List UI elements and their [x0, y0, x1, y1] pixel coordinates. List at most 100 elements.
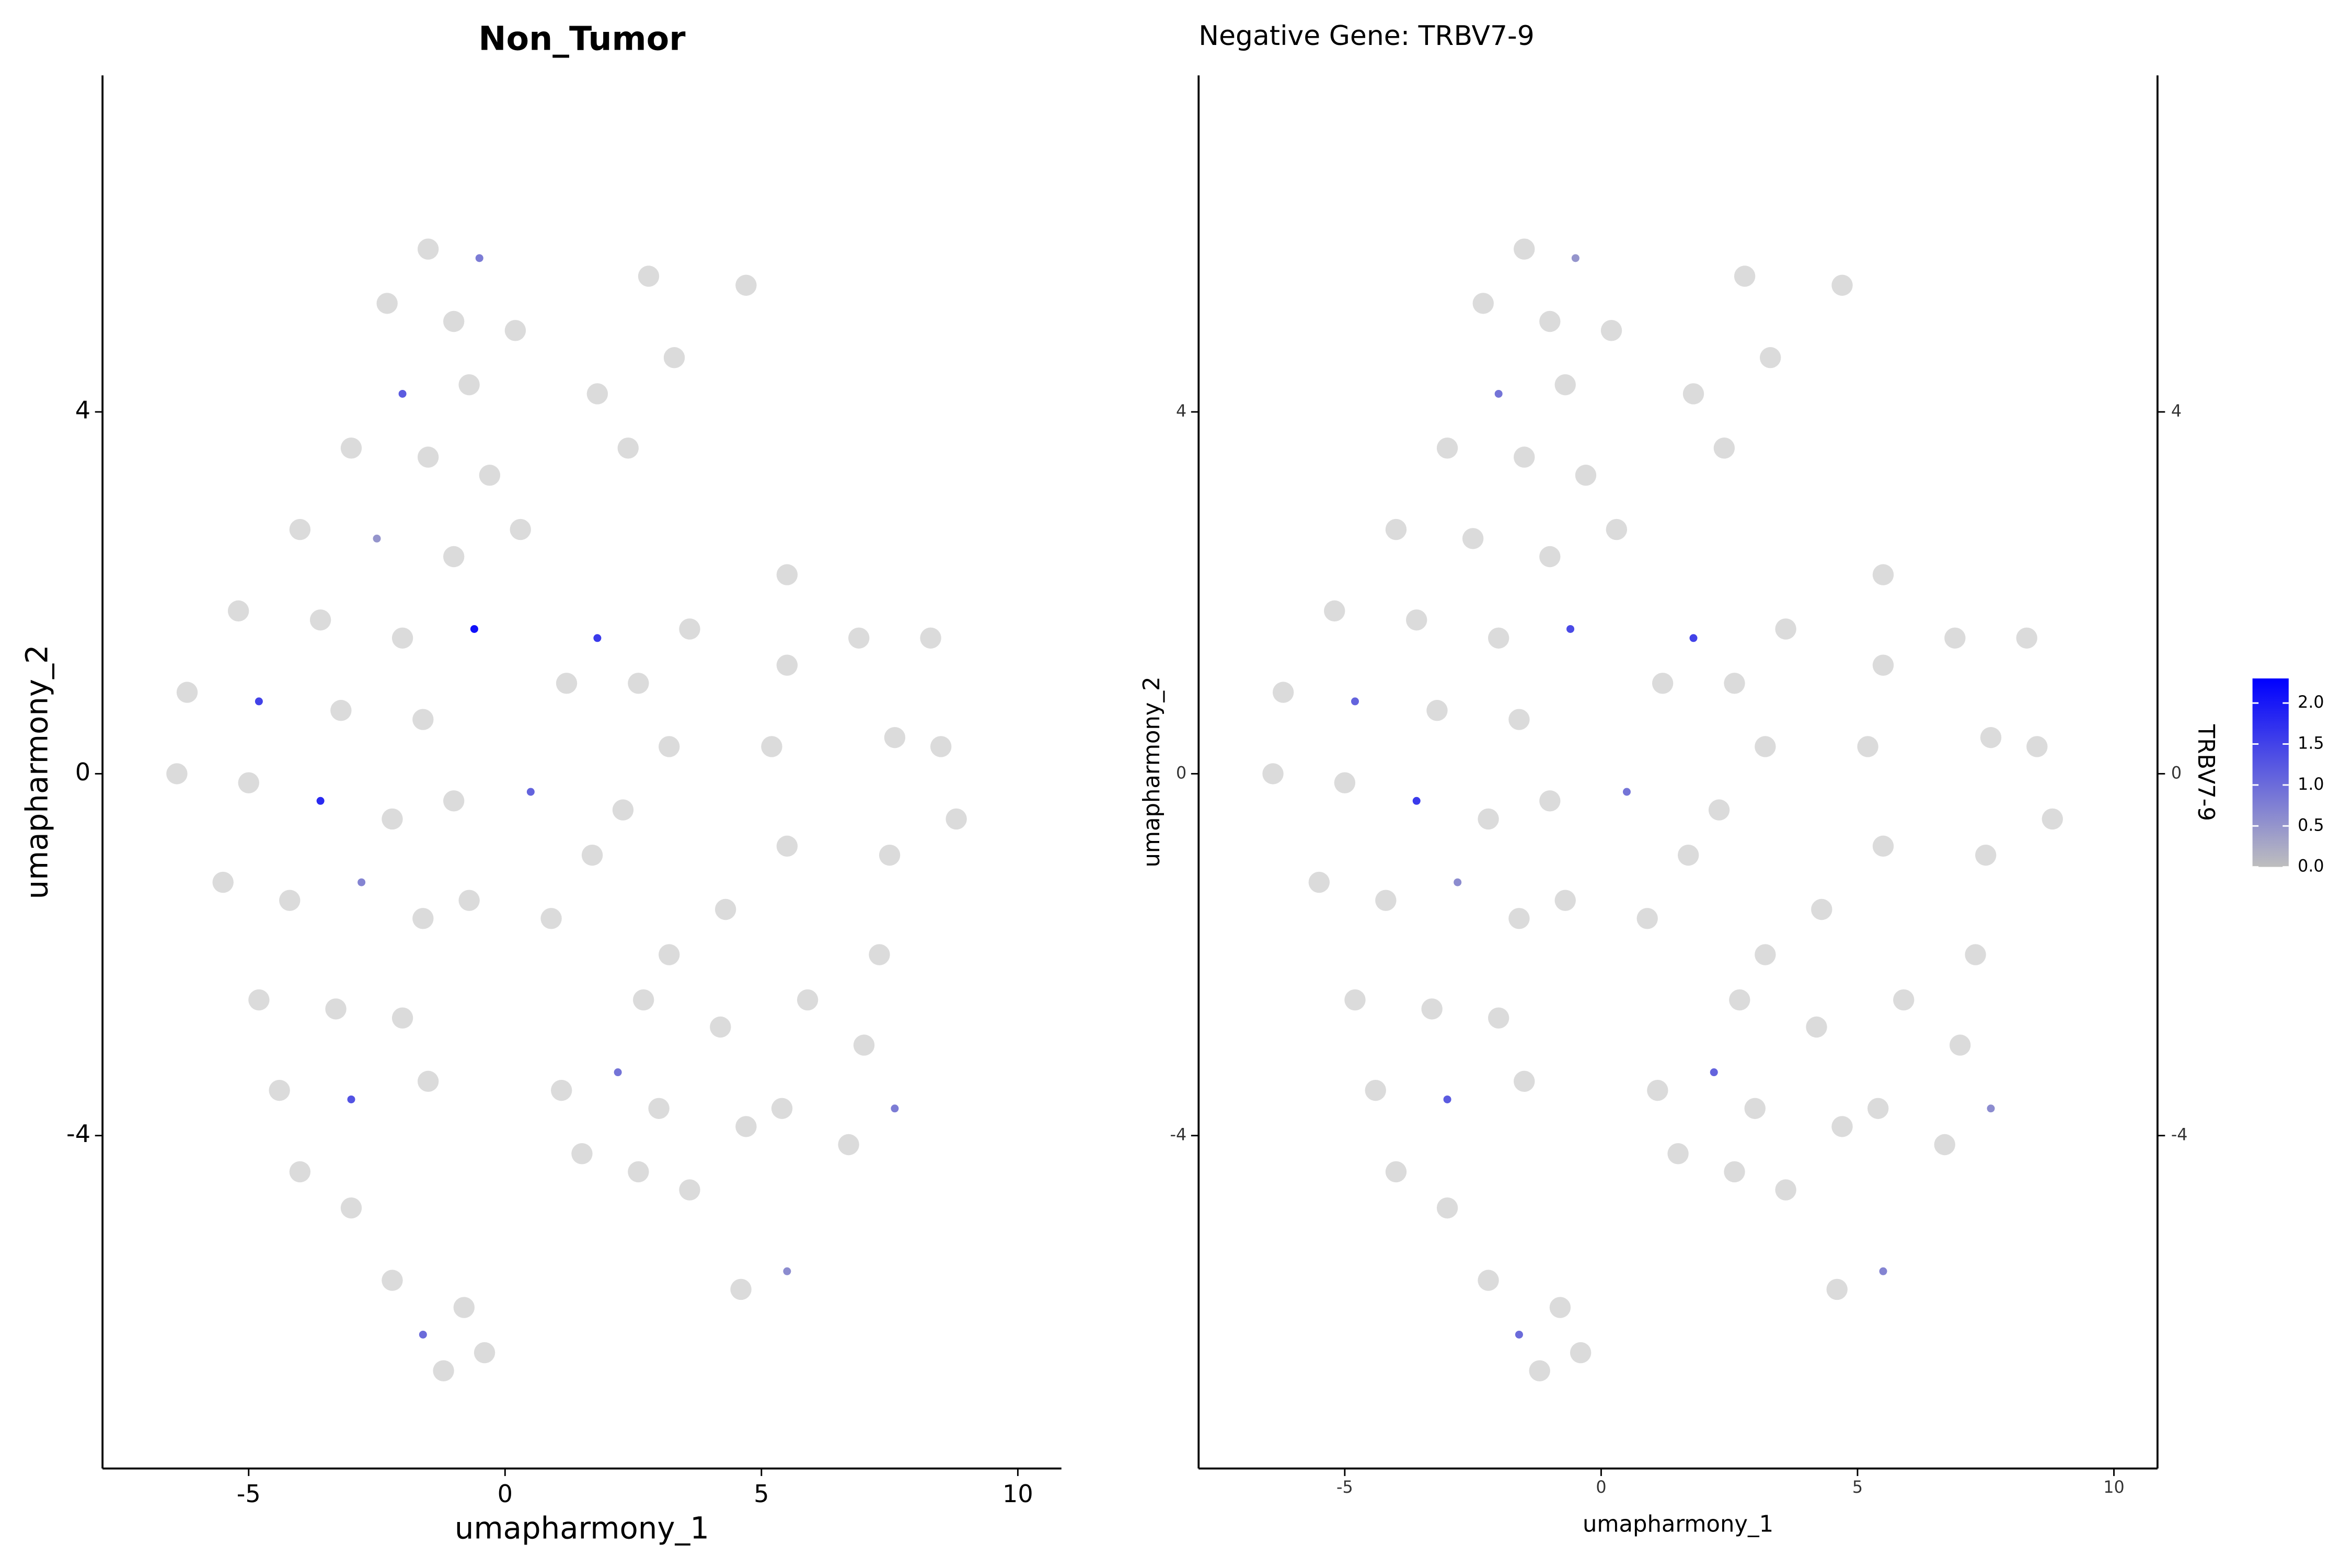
- cell: [848, 627, 870, 649]
- cell: [586, 383, 608, 405]
- chart-title: Non_Tumor: [478, 19, 686, 57]
- x-tick-label: 0: [498, 1480, 513, 1508]
- cell: [1514, 238, 1535, 260]
- legend-title: TRBV7-9: [2193, 724, 2219, 821]
- cell: [1678, 844, 1699, 866]
- expressing-cell: [255, 697, 263, 706]
- cell: [1406, 609, 1427, 631]
- cell: [776, 835, 798, 857]
- cell: [289, 1161, 311, 1183]
- cell: [1421, 998, 1443, 1020]
- cell: [443, 790, 465, 812]
- expressing-cell: [1689, 634, 1698, 642]
- y2-tick-label: -4: [2171, 1126, 2188, 1145]
- cell: [663, 347, 685, 368]
- cell: [1934, 1134, 1955, 1156]
- cell: [1647, 1079, 1668, 1101]
- cell: [1539, 790, 1561, 812]
- cell: [212, 871, 234, 893]
- cell: [617, 437, 639, 459]
- cell: [638, 266, 660, 287]
- cell: [1514, 1070, 1535, 1092]
- cell: [1831, 274, 1853, 296]
- cell: [930, 736, 952, 757]
- cell: [628, 1161, 649, 1183]
- cell: [869, 944, 890, 965]
- cell: [1334, 772, 1356, 793]
- cell: [1652, 673, 1674, 694]
- cell: [1508, 709, 1530, 730]
- cell: [946, 808, 967, 830]
- cell: [1529, 1360, 1550, 1381]
- cell: [710, 1016, 731, 1038]
- cell: [2042, 808, 2063, 830]
- y-tick-label: 0: [1176, 764, 1186, 782]
- cell: [382, 1270, 403, 1291]
- cell: [1965, 944, 1986, 965]
- cell: [659, 944, 680, 965]
- cell: [417, 1070, 439, 1092]
- cell: [443, 546, 465, 568]
- cell: [1975, 844, 1997, 866]
- cell: [391, 1007, 413, 1029]
- expressing-cell: [1443, 1095, 1451, 1103]
- cell: [1308, 871, 1330, 893]
- cell: [1729, 989, 1750, 1011]
- cell: [474, 1342, 495, 1364]
- expressing-cell: [1710, 1068, 1718, 1077]
- cell: [1385, 1161, 1407, 1183]
- expressing-cell: [419, 1330, 427, 1339]
- panel: -5 0 5 10 -4 0 4 Non_Tumor umapharmony_1 umapharm…: [19, 19, 1062, 1546]
- cell: [166, 763, 188, 785]
- expressing-cell: [398, 389, 407, 398]
- y2-tick-label: 4: [2171, 402, 2182, 421]
- legend-tick-label: 1.0: [2298, 775, 2324, 794]
- cell: [540, 908, 562, 929]
- cell: [612, 799, 634, 821]
- cell: [1755, 944, 1776, 965]
- legend-tick-label: 0.0: [2298, 857, 2324, 876]
- cell: [1508, 908, 1530, 929]
- x-axis-title: umapharmony_1: [455, 1511, 709, 1546]
- cell: [309, 609, 331, 631]
- cell: [1324, 600, 1345, 622]
- cell: [269, 1079, 290, 1101]
- expressing-cell: [1351, 697, 1359, 706]
- cell: [412, 709, 434, 730]
- expressing-cell: [783, 1267, 791, 1275]
- cell: [838, 1134, 859, 1156]
- cell: [1472, 293, 1494, 314]
- cell: [2016, 627, 2037, 649]
- cell: [797, 989, 818, 1011]
- cell: [1488, 1007, 1509, 1029]
- cell: [1365, 1079, 1386, 1101]
- cell: [1539, 310, 1561, 332]
- cell: [417, 446, 439, 468]
- cell: [853, 1034, 875, 1056]
- cell: [1426, 700, 1448, 721]
- cell: [453, 1297, 475, 1318]
- cell: [735, 1116, 757, 1137]
- cell: [458, 374, 480, 396]
- cell: [238, 772, 259, 793]
- cell: [761, 736, 782, 757]
- y2-tick-label: 0: [2171, 764, 2182, 782]
- cell: [443, 310, 465, 332]
- legend-tick-label: 1.5: [2298, 734, 2324, 753]
- cell: [1831, 1116, 1853, 1137]
- y-tick-label: 4: [1176, 402, 1186, 421]
- cell: [1872, 835, 1894, 857]
- cell: [771, 1098, 793, 1119]
- cell: [879, 844, 901, 866]
- cell: [648, 1098, 670, 1119]
- cell: [1682, 383, 1704, 405]
- cell: [248, 989, 270, 1011]
- cell: [1872, 564, 1894, 585]
- x-axis-title: umapharmony_1: [1583, 1512, 1773, 1538]
- cell: [659, 736, 680, 757]
- cell: [479, 465, 501, 486]
- legend-tick-label: 2.0: [2298, 693, 2324, 712]
- cell: [556, 673, 578, 694]
- cell: [376, 293, 398, 314]
- cell: [1575, 465, 1597, 486]
